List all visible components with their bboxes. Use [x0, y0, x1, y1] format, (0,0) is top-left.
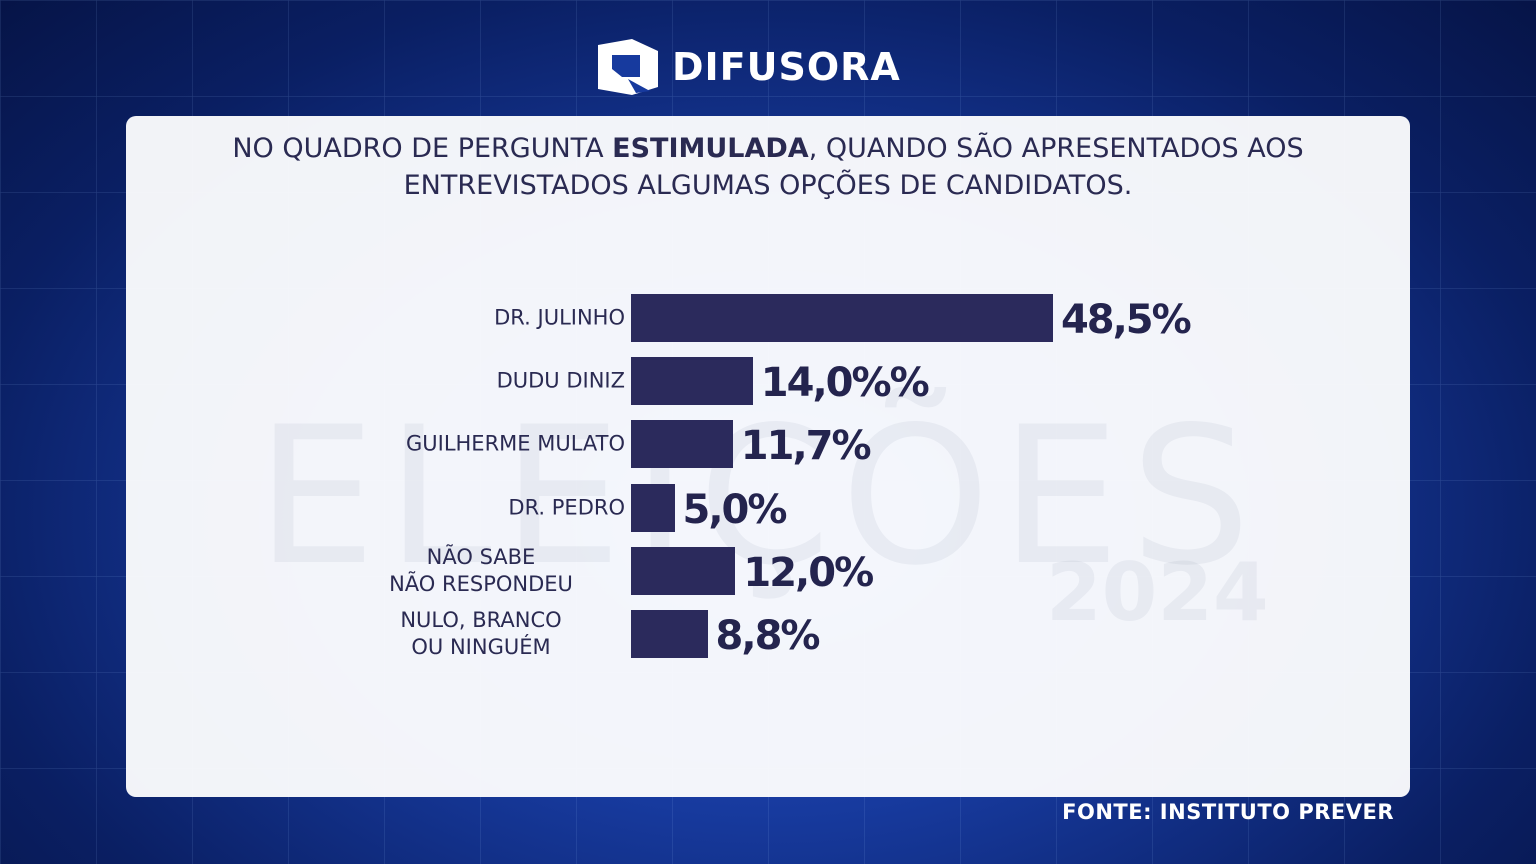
title-part: NO QUADRO DE PERGUNTA [232, 133, 613, 164]
title-emphasis: ESTIMULADA [612, 133, 809, 164]
bar [631, 483, 675, 532]
value-label: 8,8% [715, 613, 821, 659]
category-label: GUILHERME MULATO [405, 431, 625, 456]
value-label: 14,0%% [760, 360, 930, 407]
category-label: DUDU DINIZ [496, 368, 625, 393]
chart-title: NO QUADRO DE PERGUNTA ESTIMULADA, QUANDO… [126, 130, 1410, 204]
watermark-year: 2024 [1046, 546, 1269, 639]
source: FONTE: INSTITUTO PREVER [1062, 800, 1394, 824]
bar [631, 294, 1053, 342]
category-label: NULO, BRANCO OU NINGUÉM [400, 608, 562, 659]
bar [631, 610, 708, 658]
watermark: ELEIÇÕES [256, 386, 1261, 607]
title-part: , QUANDO SÃO APRESENTADOS AOS ENTREVISTA… [403, 133, 1304, 201]
chart-card: ELEIÇÕES 2024 NO QUADRO DE PERGUNTA ESTI… [126, 116, 1410, 797]
value-label: 11,7% [740, 423, 872, 470]
bar [631, 357, 753, 406]
bar [631, 420, 733, 469]
category-label: DR. JULINHO [494, 305, 625, 330]
category-label: NÃO SABE NÃO RESPONDEU [389, 544, 573, 596]
logo: DIFUSORA [592, 34, 901, 100]
logo-icon [598, 39, 658, 95]
bar [631, 546, 736, 595]
category-label: DR. PEDRO [508, 495, 625, 520]
value-label: 48,5% [1060, 297, 1192, 343]
value-label: 12,0% [743, 549, 874, 596]
value-label: 5,0% [682, 486, 788, 533]
logo-text: DIFUSORA [672, 45, 901, 89]
